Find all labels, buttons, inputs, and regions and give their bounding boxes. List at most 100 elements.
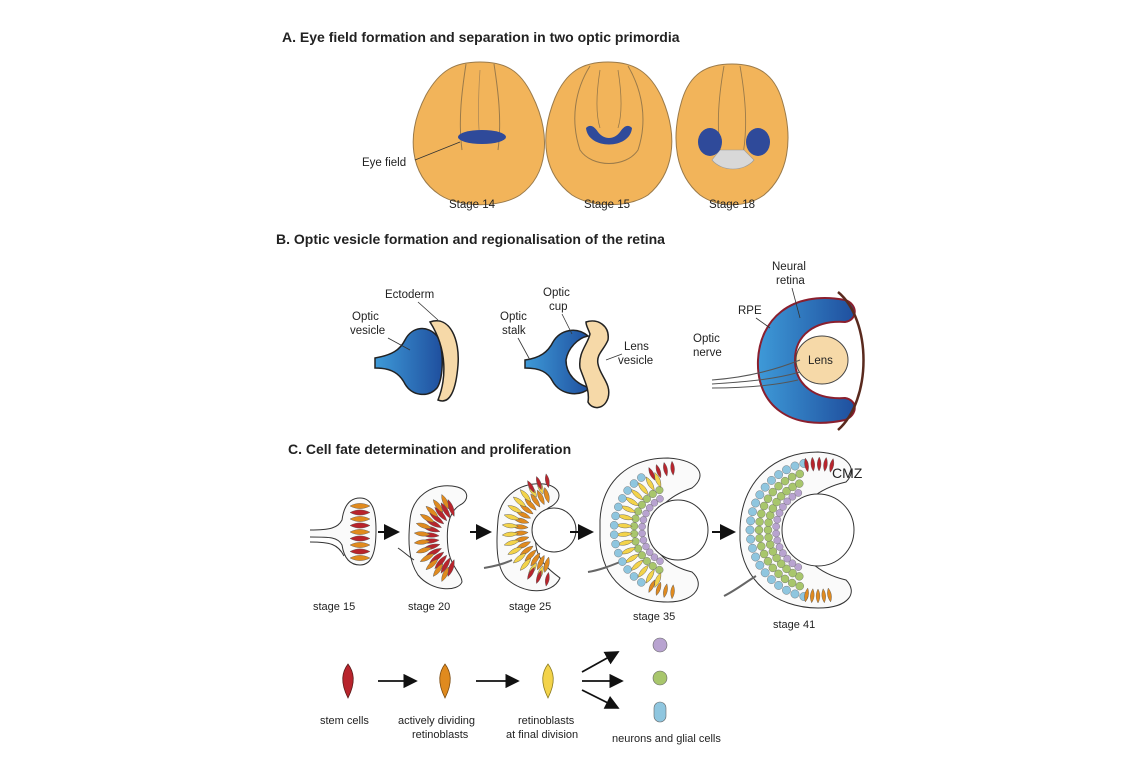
retinoblast-cell [821, 588, 826, 604]
glial-cell [614, 548, 623, 558]
glial-cell [748, 543, 757, 553]
stem-cell [527, 480, 535, 494]
retinoblast-cell [349, 535, 371, 542]
legend-neurons: neurons and glial cells [612, 733, 721, 745]
retinoblast-cell [349, 542, 371, 548]
neuron-cell [656, 557, 664, 565]
neuron-cell [783, 554, 792, 563]
stem-cell [536, 476, 542, 490]
glial-cell [748, 507, 757, 517]
lens-shape [795, 335, 849, 385]
neuron-cell [759, 549, 769, 559]
glial-cell [609, 530, 619, 539]
retinoblast-cell [615, 523, 633, 529]
neuron-cell [772, 497, 781, 507]
retinoblast-cell [543, 556, 550, 573]
neuron-cell [788, 492, 797, 501]
neuron-cell [795, 581, 804, 591]
stem-cell [810, 456, 815, 472]
optic-stalk-label-2: stalk [502, 325, 526, 337]
retinoblast-cell [630, 489, 644, 501]
retina-stage-41 [723, 451, 855, 609]
retinoblast-cell [530, 493, 541, 508]
retinoblast-cell [419, 514, 435, 523]
retinoblast-cell [413, 539, 431, 545]
neuron-cell [788, 559, 797, 568]
retinoblast-cell [670, 584, 675, 600]
left-optic-primordium [698, 128, 722, 156]
glial-cell [755, 490, 765, 500]
neuron-cell [780, 574, 790, 584]
stage-35-c-label: stage 35 [633, 611, 675, 623]
stem-cell [545, 473, 550, 489]
neuron-cell [757, 542, 766, 551]
retinoblast-cell [349, 522, 371, 529]
neuron-cell [755, 534, 764, 543]
neuron-purple-icon [652, 637, 668, 653]
cell-layer [349, 456, 835, 604]
neuron-cell [763, 494, 773, 503]
retinoblast-cell [815, 588, 821, 604]
stage-15-c-label: stage 15 [313, 601, 355, 613]
retinoblast-cell [630, 559, 644, 571]
retinoblast-cell [620, 547, 636, 555]
optic-cup-diagram [524, 320, 610, 409]
neuron-cell [642, 557, 651, 566]
neuron-cell [642, 494, 651, 503]
glial-cell [751, 498, 760, 508]
optic-vesicle-label-2: vesicle [350, 325, 385, 337]
retinoblast-cell [519, 489, 532, 502]
glial-cell [629, 572, 639, 581]
glial-cell [790, 589, 800, 599]
neuron-cell [795, 479, 804, 488]
neuron-cell [648, 489, 657, 498]
retinoblast-cell [617, 539, 634, 546]
glial-cell [782, 465, 791, 475]
neuron-cell [648, 562, 657, 571]
stage-25-c-label: stage 25 [509, 601, 551, 613]
lens-vesicle-label-2: vesicle [618, 355, 653, 367]
final-division-retinoblast-icon [542, 663, 554, 699]
retinoblast-cell [349, 516, 371, 522]
neuron-cell [763, 525, 773, 535]
stage-14-label: Stage 14 [449, 199, 496, 211]
right-optic-primordium [746, 128, 770, 156]
glial-cell [751, 552, 760, 562]
stem-cell [663, 462, 668, 477]
neuron-cell [787, 472, 797, 482]
neuron-cell [787, 578, 797, 588]
neuron-cell [764, 533, 773, 542]
glial-cell [767, 476, 776, 485]
retinoblast-cell [432, 499, 444, 513]
retinoblast-cell [624, 497, 640, 507]
glial-cell [637, 578, 646, 587]
retinoblast-cell [537, 555, 545, 571]
cmz-label: CMZ [832, 465, 863, 481]
neuron-cell [655, 486, 664, 495]
glial-cell [782, 585, 791, 595]
neuron-cell [765, 540, 775, 549]
retinoblast-cell [425, 558, 439, 570]
neuron-cell [772, 553, 781, 563]
neuron-cell [634, 507, 643, 516]
stem-cell [817, 456, 822, 472]
rpe-leader [755, 317, 771, 329]
neuron-cell [788, 568, 797, 578]
panel-b-title: B. Optic vesicle formation and regionali… [276, 231, 665, 247]
lens-vesicle-label-1: Lens [624, 341, 649, 353]
optic-stalk-label-1: Optic [500, 311, 527, 323]
stage-41-c-label: stage 41 [773, 619, 815, 631]
neuron-cell [757, 509, 766, 518]
retinoblast-cell [349, 529, 371, 535]
retinoblast-cell [503, 514, 520, 521]
neuron-cell [779, 503, 787, 511]
retinoblast-cell [503, 539, 520, 546]
neuron-cell [650, 499, 659, 507]
stage-20-c-label: stage 20 [408, 601, 450, 613]
retinoblast-cell [501, 531, 519, 537]
neuron-cell [768, 487, 778, 497]
ectoderm-label: Ectoderm [385, 289, 434, 301]
neuron-cell [754, 525, 764, 535]
glial-cell [755, 560, 765, 570]
retinoblast-cell [441, 566, 449, 582]
